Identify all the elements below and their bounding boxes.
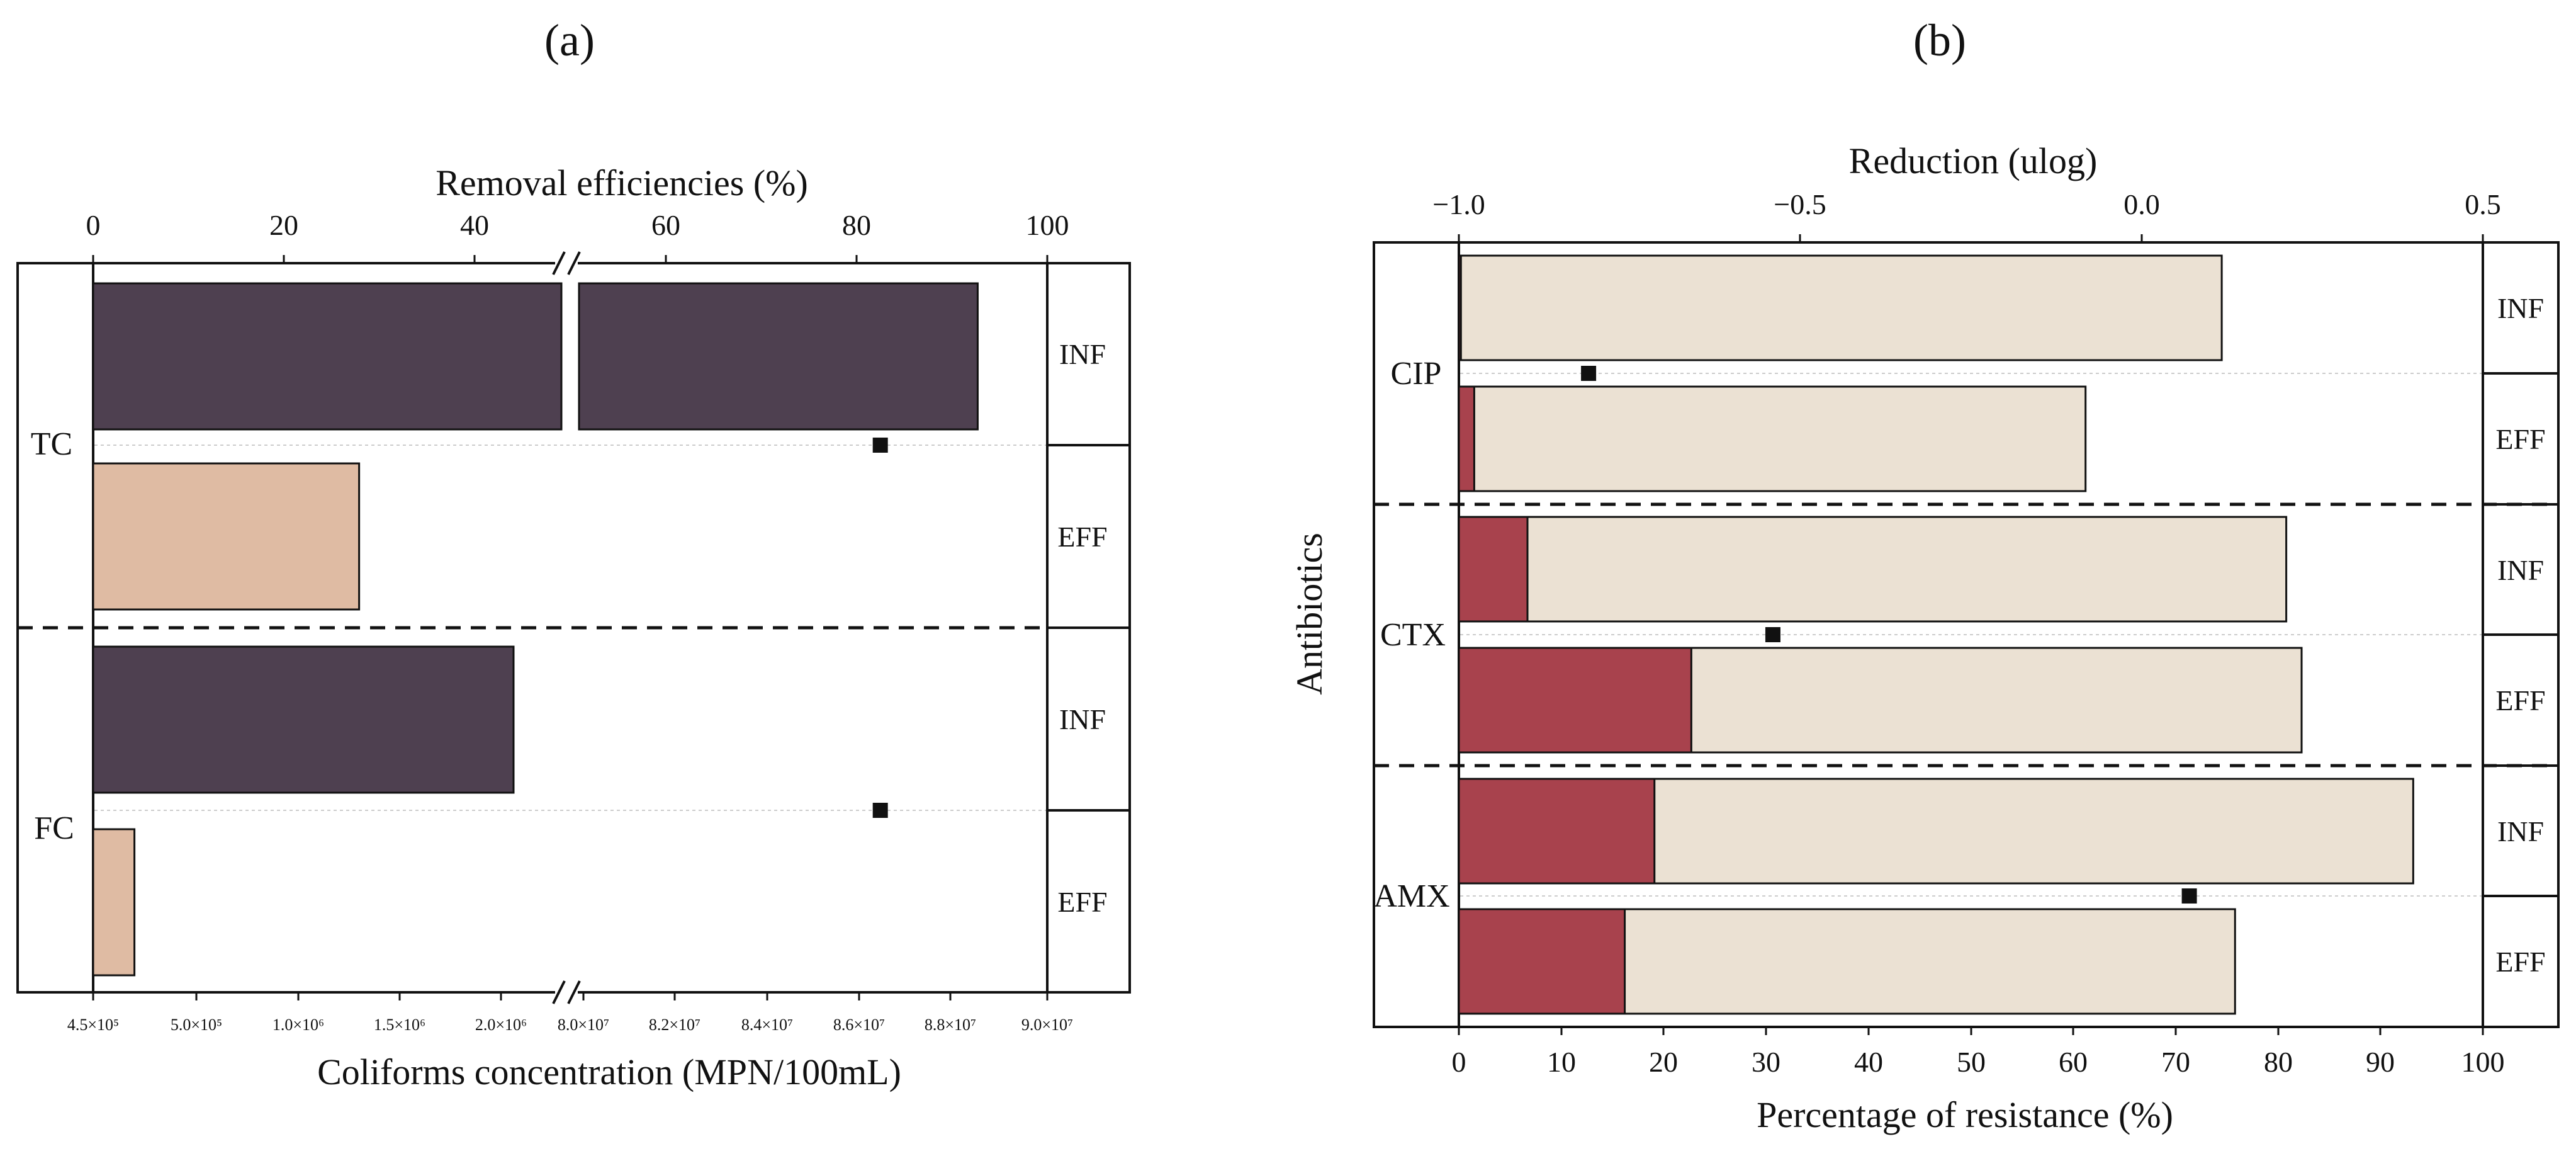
removal-efficiency-marker-fc [872, 803, 888, 818]
a-bottom-tick-label-2: 1.0×10⁶ [273, 1016, 324, 1034]
a-top-break-slash-1 [552, 251, 566, 275]
b-bottom-tick-label-2: 20 [1649, 1046, 1678, 1078]
bar-tc-inf-left [92, 282, 563, 431]
b-bottom-tick-label-5: 50 [1957, 1046, 1986, 1078]
bar-ctx-eff-resistant [1458, 647, 1692, 754]
b-bottom-tick-label-9: 90 [2366, 1046, 2395, 1078]
a-bottom-tick-label-10: 9.0×10⁷ [1021, 1016, 1073, 1034]
a-top-tick-label-3: 60 [651, 209, 680, 241]
panel-b-bars [1458, 254, 2414, 1015]
bar-amx-eff-resistant [1458, 908, 1626, 1015]
b-top-tick-label-0: −1.0 [1432, 188, 1485, 220]
a-side-label-fc-eff: EFF [1057, 886, 1107, 918]
reduction-marker-ctx [1765, 627, 1780, 642]
panel-a-bottom-axis: 4.5×10⁵ 5.0×10⁵ 1.0×10⁶ 1.5×10⁶ 2.0×10⁶ … [67, 992, 1073, 1034]
b-group-label-cip: CIP [1391, 356, 1442, 392]
b-top-tick-label-2: 0.0 [2123, 188, 2160, 220]
b-group-label-ctx: CTX [1380, 617, 1446, 653]
panel-b-top-axis-title: Reduction (ulog) [1849, 140, 2098, 181]
bar-tc-eff [92, 462, 361, 611]
b-side-label-amx-eff: EFF [2495, 946, 2545, 978]
b-side-label-amx-inf: INF [2497, 815, 2544, 847]
panel-b-top-axis: −1.0 −0.5 0.0 0.5 [1432, 188, 2501, 242]
a-bottom-tick-label-4: 2.0×10⁶ [475, 1016, 527, 1034]
a-bottom-break-slash-2 [567, 980, 581, 1004]
a-group-label-fc: FC [34, 810, 74, 846]
panel-a-top-axis-break [552, 251, 581, 276]
a-side-label-tc-eff: EFF [1057, 521, 1107, 553]
bar-fc-inf [92, 645, 515, 794]
bar-cip-eff-total [1458, 385, 2087, 492]
b-bottom-tick-label-0: 0 [1452, 1046, 1466, 1078]
a-side-label-fc-inf: INF [1059, 703, 1106, 735]
b-side-label-ctx-eff: EFF [2495, 684, 2545, 717]
bar-cip-inf-total [1458, 254, 2223, 361]
a-bottom-tick-label-1: 5.0×10⁵ [171, 1016, 222, 1034]
panel-a: (a) Removal efficiencies (%) Coliforms c… [16, 15, 1131, 1092]
bar-fc-eff [92, 828, 136, 977]
a-bottom-tick-label-7: 8.4×10⁷ [741, 1016, 793, 1034]
panel-a-bottom-axis-break [552, 980, 581, 1005]
reduction-marker-cip [1581, 366, 1597, 381]
b-side-label-cip-eff: EFF [2495, 423, 2545, 455]
removal-efficiency-marker-tc [872, 438, 888, 453]
a-bottom-tick-label-3: 1.5×10⁶ [374, 1016, 425, 1034]
a-top-tick-label-4: 80 [842, 209, 871, 241]
a-bottom-tick-label-5: 8.0×10⁷ [558, 1016, 609, 1034]
b-bottom-tick-label-3: 30 [1752, 1046, 1780, 1078]
a-bottom-break-slash-1 [552, 980, 566, 1004]
a-side-label-tc-inf: INF [1059, 338, 1106, 370]
panel-a-top-axis-title: Removal efficiencies (%) [436, 162, 808, 203]
bar-cip-inf-resistant [1458, 254, 1462, 361]
b-bottom-tick-label-7: 70 [2161, 1046, 2190, 1078]
bar-amx-inf-resistant [1458, 778, 1656, 885]
b-group-label-amx: AMX [1373, 878, 1449, 914]
bar-ctx-inf-total [1458, 516, 2288, 623]
panel-b-label: (b) [1913, 15, 1966, 65]
a-top-tick-label-2: 40 [460, 209, 489, 241]
b-bottom-tick-label-4: 40 [1854, 1046, 1883, 1078]
panel-a-top-axis: 0 20 40 60 80 100 [86, 209, 1069, 263]
reduction-marker-amx [2181, 888, 2197, 904]
a-top-tick-label-5: 100 [1026, 209, 1069, 241]
a-bottom-tick-label-9: 8.8×10⁷ [925, 1016, 976, 1034]
bar-ctx-inf-resistant [1458, 516, 1529, 623]
a-top-tick-label-1: 20 [269, 209, 298, 241]
a-top-break-slash-2 [567, 251, 581, 275]
panel-a-bottom-axis-title: Coliforms concentration (MPN/100mL) [317, 1051, 901, 1092]
panel-b: (b) Reduction (ulog) Percentage of resis… [1289, 15, 2560, 1135]
a-top-tick-label-0: 0 [86, 209, 101, 241]
a-group-label-tc: TC [31, 426, 72, 462]
b-side-label-cip-inf: INF [2497, 292, 2544, 324]
b-bottom-tick-label-8: 80 [2264, 1046, 2293, 1078]
bar-tc-inf-right [578, 282, 979, 431]
a-bottom-tick-label-6: 8.2×10⁷ [649, 1016, 700, 1034]
panel-b-y-axis-title: Antibiotics [1289, 533, 1330, 695]
a-bottom-tick-label-0: 4.5×10⁵ [67, 1016, 119, 1034]
panel-a-label: (a) [544, 15, 595, 65]
panel-b-bottom-axis: 0 10 20 30 40 50 60 70 80 90 100 [1452, 1027, 2505, 1078]
panel-b-bottom-axis-title: Percentage of resistance (%) [1757, 1094, 2173, 1135]
bar-cip-eff-resistant [1458, 385, 1475, 492]
b-bottom-tick-label-10: 100 [2461, 1046, 2505, 1078]
b-bottom-tick-label-1: 10 [1547, 1046, 1576, 1078]
b-top-tick-label-3: 0.5 [2465, 188, 2501, 220]
b-side-label-ctx-inf: INF [2497, 554, 2544, 586]
b-bottom-tick-label-6: 60 [2059, 1046, 2088, 1078]
b-top-tick-label-1: −0.5 [1774, 188, 1826, 220]
a-bottom-tick-label-8: 8.6×10⁷ [833, 1016, 885, 1034]
panel-a-bars [92, 282, 979, 977]
